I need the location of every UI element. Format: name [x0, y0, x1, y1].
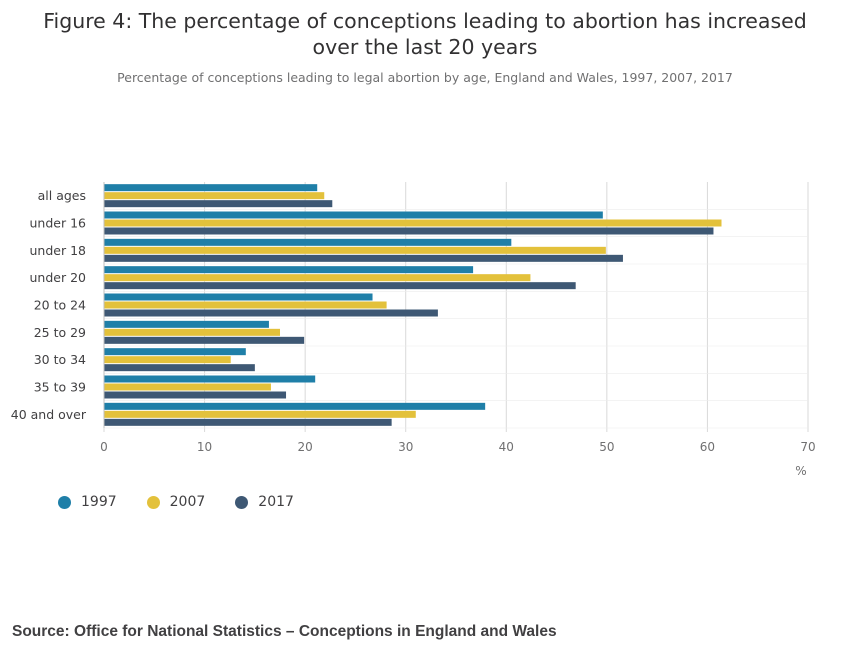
legend-swatch-2007 — [146, 495, 160, 509]
bar-2017-under-20[interactable] — [104, 282, 576, 290]
bar-1997-under-16[interactable] — [104, 211, 603, 219]
chart-title-line-1: Figure 4: The percentage of conceptions … — [43, 9, 807, 33]
legend-item-1997[interactable]: 1997 — [58, 494, 117, 510]
bar-2007-under-18[interactable] — [104, 246, 606, 254]
legend-swatch-1997 — [58, 495, 71, 509]
x-tick-label-10: 10 — [197, 440, 212, 454]
bar-1997-20-to-24[interactable] — [104, 293, 373, 301]
category-label-under-16: under 16 — [30, 216, 87, 231]
legend-swatch-2017 — [235, 495, 249, 509]
bar-2007-40-and-over[interactable] — [104, 410, 416, 418]
bar-2017-35-to-39[interactable] — [104, 391, 287, 399]
x-tick-label-70: 70 — [800, 440, 815, 454]
x-tick-label-50: 50 — [599, 440, 614, 454]
bar-2007-20-to-24[interactable] — [104, 301, 387, 309]
bar-1997-35-to-39[interactable] — [104, 375, 316, 383]
legend-item-2007[interactable]: 2007 — [146, 494, 206, 510]
category-label-under-18: under 18 — [30, 243, 87, 258]
source-note: Source: Office for National Statistics –… — [12, 623, 557, 640]
bar-1997-all-ages[interactable] — [104, 184, 318, 192]
x-tick-label-30: 30 — [398, 440, 413, 454]
legend-label-1997: 1997 — [81, 494, 117, 510]
chart-subtitle: Percentage of conceptions leading to leg… — [117, 70, 733, 85]
bar-2007-under-20[interactable] — [104, 274, 531, 282]
x-tick-label-0: 0 — [100, 440, 108, 454]
legend-label-2007: 2007 — [169, 494, 206, 510]
bar-1997-30-to-34[interactable] — [104, 348, 246, 356]
bar-2017-under-18[interactable] — [104, 254, 623, 262]
bar-2017-40-and-over[interactable] — [104, 418, 392, 426]
x-tick-label-60: 60 — [700, 440, 715, 454]
category-label-30-to-34: 30 to 34 — [34, 352, 86, 367]
bar-2007-30-to-34[interactable] — [104, 356, 231, 364]
bar-2007-all-ages[interactable] — [104, 192, 325, 200]
bar-2017-25-to-29[interactable] — [104, 336, 305, 344]
x-axis-label: % — [795, 464, 806, 478]
x-tick-label-40: 40 — [499, 440, 514, 454]
category-label-35-to-39: 35 to 39 — [34, 380, 86, 395]
category-label-all-ages: all ages — [38, 188, 86, 203]
bar-2007-under-16[interactable] — [104, 219, 722, 227]
category-label-under-20: under 20 — [30, 270, 87, 285]
bar-2007-35-to-39[interactable] — [104, 383, 271, 391]
bar-1997-under-20[interactable] — [104, 266, 474, 274]
legend-item-2017[interactable]: 2017 — [235, 494, 294, 510]
bar-2017-under-16[interactable] — [104, 227, 714, 235]
legend-label-2017: 2017 — [258, 494, 294, 510]
chart-title: Figure 4: The percentage of conceptions … — [0, 8, 850, 60]
bar-2017-30-to-34[interactable] — [104, 364, 255, 372]
category-label-25-to-29: 25 to 29 — [34, 325, 86, 340]
bar-2017-all-ages[interactable] — [104, 200, 333, 208]
bar-1997-25-to-29[interactable] — [104, 320, 269, 328]
bar-1997-40-and-over[interactable] — [104, 402, 486, 410]
bar-2017-20-to-24[interactable] — [104, 309, 438, 317]
x-tick-label-20: 20 — [298, 440, 313, 454]
bar-1997-under-18[interactable] — [104, 238, 512, 246]
category-label-20-to-24: 20 to 24 — [34, 298, 86, 313]
chart-title-line-2: over the last 20 years — [312, 35, 538, 59]
category-label-40-and-over: 40 and over — [11, 407, 87, 422]
legend: 1997 2007 2017 — [58, 494, 294, 510]
bar-2007-25-to-29[interactable] — [104, 328, 280, 336]
